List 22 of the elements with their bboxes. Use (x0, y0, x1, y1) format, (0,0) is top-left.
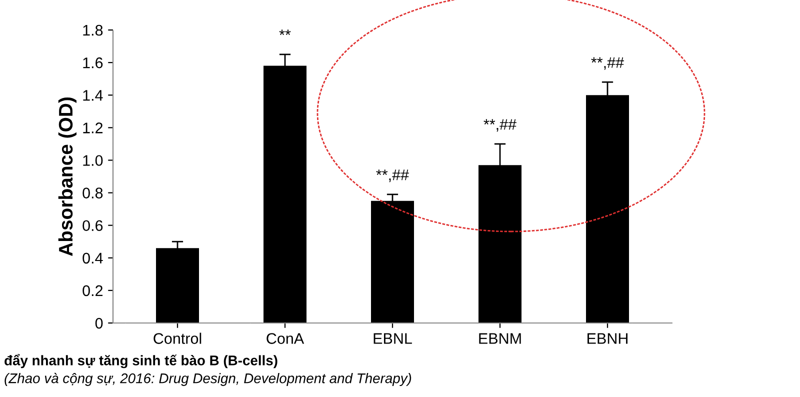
y-tick-label: 1.6 (83, 57, 103, 68)
annotation: **,## (376, 170, 409, 182)
annotation: **,## (591, 57, 624, 70)
y-tick-label: 0 (95, 318, 103, 329)
x-tick-label: Control (154, 332, 202, 344)
annotation: **,## (484, 119, 516, 132)
annotation: ** (279, 30, 291, 35)
x-tick-label: ConA (266, 333, 304, 344)
text: đẩy nhanh sự tăng sinh tế bào B (B-cells) (4, 354, 278, 368)
y-tick-label: 0.4 (82, 252, 103, 264)
y-tick-label: 1.2 (83, 122, 103, 134)
x-tick-label: EBNH (588, 333, 628, 344)
y-tick-label: 0.8 (82, 188, 103, 198)
text: (Zhao và cộng sự, 2016: Drug Design, Development and Therapy) (4, 372, 412, 386)
y-tick-label: 0.2 (82, 285, 103, 296)
x-tick-label: EBNL (374, 333, 412, 344)
y-tick-label: 0.6 (82, 220, 103, 232)
y-tick-label: 1.0 (83, 155, 103, 166)
x-tick-label: EBNM (479, 333, 521, 344)
y-tick-label: 1.4 (83, 90, 103, 101)
y-tick-label: 1.8 (83, 24, 103, 36)
y-axis-title: Absorbance (OD) (58, 98, 76, 256)
